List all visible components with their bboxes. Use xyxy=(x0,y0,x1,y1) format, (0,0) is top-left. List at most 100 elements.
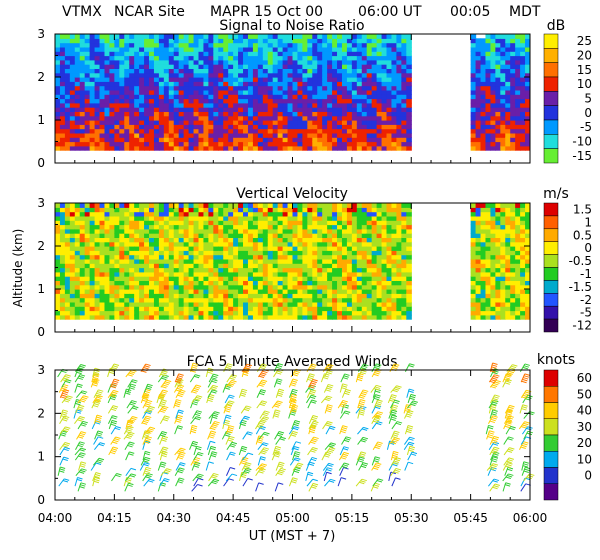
heat-cell xyxy=(505,124,511,130)
wind-barb xyxy=(73,399,82,409)
heat-cell xyxy=(124,77,130,82)
heat-cell xyxy=(64,237,71,243)
heat-cell xyxy=(153,250,160,256)
heat-cell xyxy=(124,34,130,39)
heat-cell xyxy=(208,289,214,294)
heat-cell xyxy=(267,284,274,290)
heat-cell xyxy=(163,301,170,307)
heat-cell xyxy=(59,314,66,320)
heat-cell xyxy=(396,289,402,294)
heat-cell xyxy=(223,132,229,138)
heat-cell xyxy=(243,293,249,299)
heat-cell xyxy=(139,263,145,269)
heat-cell xyxy=(510,306,516,312)
heat-cell xyxy=(272,241,279,247)
heat-cell xyxy=(307,289,313,294)
heat-cell xyxy=(485,306,492,312)
heat-cell xyxy=(510,228,516,234)
heat-cell xyxy=(490,263,496,269)
heat-cell xyxy=(233,68,239,74)
heat-cell xyxy=(475,107,482,112)
heat-cell xyxy=(307,220,313,226)
heat-cell xyxy=(188,42,195,48)
heat-cell xyxy=(351,233,358,238)
heat-cell xyxy=(480,211,487,217)
wind-barb xyxy=(371,421,383,430)
heat-cell xyxy=(490,258,496,264)
heat-cell xyxy=(525,46,530,52)
heat-cell xyxy=(99,271,106,277)
heat-cell xyxy=(233,220,239,226)
heat-cell xyxy=(341,145,348,151)
heat-cell xyxy=(272,224,279,230)
heat-cell xyxy=(188,94,195,100)
heat-cell xyxy=(356,145,363,151)
heat-cell xyxy=(129,263,135,269)
heat-cell xyxy=(55,107,61,112)
heat-cell xyxy=(322,72,328,78)
heat-cell xyxy=(84,301,91,307)
heat-cell xyxy=(94,314,101,320)
heat-cell xyxy=(500,306,506,312)
heat-cell xyxy=(74,250,81,256)
heat-cell xyxy=(89,297,96,303)
heat-cell xyxy=(262,276,269,281)
heat-cell xyxy=(109,38,115,44)
heat-cell xyxy=(243,81,249,87)
heat-cell xyxy=(356,81,363,87)
heat-cell xyxy=(361,297,368,303)
heat-cell xyxy=(198,102,205,108)
heat-cell xyxy=(168,220,175,226)
heat-cell xyxy=(287,34,294,39)
heat-cell xyxy=(337,51,343,57)
heat-cell xyxy=(183,258,190,264)
heat-cell xyxy=(277,34,284,39)
heat-cell xyxy=(129,132,135,138)
heat-cell xyxy=(158,246,165,251)
heat-cell xyxy=(213,42,219,48)
heat-cell xyxy=(406,120,412,125)
wind-barb xyxy=(189,374,201,383)
heat-cell xyxy=(198,220,205,226)
heat-cell xyxy=(247,64,254,69)
heat-cell xyxy=(341,215,348,221)
heat-cell xyxy=(490,137,496,143)
heat-cell xyxy=(356,77,363,82)
heat-cell xyxy=(480,64,487,69)
heat-cell xyxy=(163,124,170,130)
heat-cell xyxy=(228,203,234,208)
wind-barb xyxy=(388,471,396,482)
heat-cell xyxy=(119,314,125,320)
heat-cell xyxy=(158,211,165,217)
heat-cell xyxy=(490,276,496,281)
heat-cell xyxy=(153,46,160,52)
heat-cell xyxy=(188,293,195,299)
wind-barb xyxy=(77,420,88,430)
heat-cell xyxy=(500,280,506,286)
heat-cell xyxy=(74,137,81,143)
heat-cell xyxy=(351,276,358,281)
heat-cell xyxy=(515,38,521,44)
heat-cell xyxy=(272,34,279,39)
heat-cell xyxy=(99,51,106,57)
heat-cell xyxy=(317,215,323,221)
heat-cell xyxy=(153,241,160,247)
heat-cell xyxy=(109,102,115,108)
heat-cell xyxy=(183,94,190,100)
heat-cell xyxy=(158,301,165,307)
heat-cell xyxy=(312,64,318,69)
heat-cell xyxy=(119,34,125,39)
heat-cell xyxy=(341,68,348,74)
heat-cell xyxy=(332,306,338,312)
heat-cell xyxy=(94,310,101,316)
heat-cell xyxy=(149,55,155,61)
heat-cell xyxy=(376,77,383,82)
heat-cell xyxy=(351,211,358,217)
heat-cell xyxy=(470,72,477,78)
heat-cell xyxy=(149,124,155,130)
heat-cell xyxy=(144,120,150,125)
heat-cell xyxy=(317,211,323,217)
heat-cell xyxy=(59,241,66,247)
wind-barb xyxy=(59,441,71,451)
heat-cell xyxy=(346,89,353,95)
